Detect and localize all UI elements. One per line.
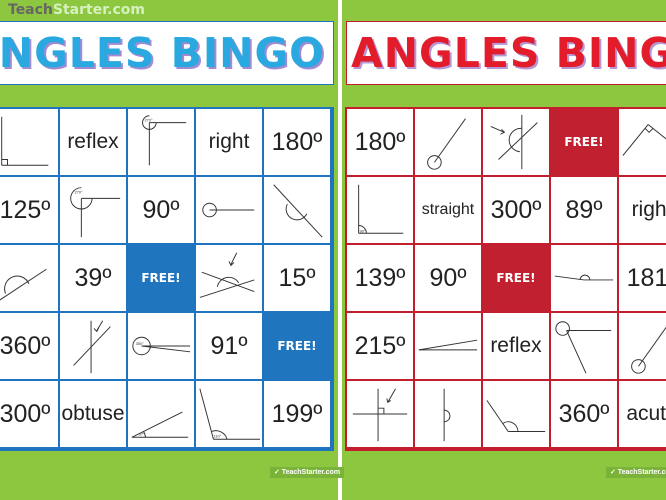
bingo-cell: 90º <box>415 245 483 313</box>
angle-label: 110° <box>213 433 221 438</box>
bingo-cell: 180º <box>264 109 332 177</box>
bingo-cell-diagram <box>264 177 332 245</box>
straight-vertical-icon <box>443 388 451 442</box>
bingo-cell-diagram <box>196 177 264 245</box>
bingo-cell-diagram <box>0 245 60 313</box>
free-space: FREE! <box>128 245 196 313</box>
bingo-cell: 89º <box>551 177 619 245</box>
bingo-cell: right <box>619 177 666 245</box>
circle-line-diagonal-icon <box>427 118 466 170</box>
acute-37-icon: 37° <box>131 411 189 438</box>
bingo-cell-diagram <box>483 381 551 449</box>
acute-thin-icon <box>418 339 478 351</box>
bingo-cell-diagram: 350° <box>128 313 196 381</box>
crossing-arrow-icon <box>199 252 255 298</box>
bingo-cell-diagram <box>0 109 60 177</box>
bingo-cell: 91º <box>196 313 264 381</box>
bingo-cell: acute <box>619 381 666 449</box>
bingo-cell: 215º <box>347 313 415 381</box>
teachstarter-logo: ✓ TeachStarter.com <box>270 467 345 478</box>
bingo-cell-diagram: 90° <box>347 177 415 245</box>
bingo-cell: 39º <box>60 245 128 313</box>
bingo-cell-diagram <box>415 109 483 177</box>
bingo-cell-diagram <box>415 313 483 381</box>
card-title-blue: ANGLES BINGO <box>0 21 334 85</box>
crossing-arrow-acute-icon <box>73 320 111 374</box>
watermark-part: Starter.com <box>52 2 145 18</box>
watermark: TeachStarter.com <box>8 2 145 18</box>
obtuse-plain-icon <box>486 400 546 432</box>
bingo-grid-blue: reflex 270° right 180º 125º 270° 90º 39º FREE! 15… <box>0 107 334 451</box>
title-text: ANGLES BINGO <box>351 29 666 77</box>
reflex-350-icon: 350° <box>132 336 191 356</box>
bingo-grid-red: 180ºFREE!90°straight300º89ºright139º90ºF… <box>345 107 666 451</box>
angle-label: 37° <box>139 431 145 436</box>
card-divider <box>338 0 342 500</box>
obtuse-diagonal-icon <box>273 184 323 238</box>
reflex-circle-icon <box>555 321 612 374</box>
free-space: FREE! <box>551 109 619 177</box>
angle-label: 350° <box>136 341 144 346</box>
bingo-cell-diagram: 270° <box>128 109 196 177</box>
bingo-cell-diagram: 110° <box>196 381 264 449</box>
right-angle-small-icon: 90° <box>358 184 404 234</box>
circle-line-diagonal-icon <box>631 326 666 374</box>
bingo-cell-diagram <box>619 109 666 177</box>
angle-label: 270° <box>145 118 153 123</box>
circle-line-icon <box>202 202 255 218</box>
bingo-cell: 90º <box>128 177 196 245</box>
bingo-cell: 360º <box>0 313 60 381</box>
straight-arc-icon <box>554 274 614 281</box>
bingo-cell: 139º <box>347 245 415 313</box>
bingo-cell: 125º <box>0 177 60 245</box>
reflex-corner-icon: 270° <box>142 115 187 166</box>
bingo-cell-diagram <box>483 109 551 177</box>
bingo-cell: 181º <box>619 245 666 313</box>
bingo-cell: right <box>196 109 264 177</box>
free-space: FREE! <box>264 313 332 381</box>
bingo-cell: obtuse <box>60 381 128 449</box>
card-title-red: ANGLES BINGO <box>346 21 666 85</box>
teachstarter-logo: ✓ TeachStarter.com <box>606 467 666 478</box>
angle-label: 90° <box>360 228 366 233</box>
obtuse-arc-line-icon <box>0 268 47 301</box>
right-angle-corner-icon <box>1 116 49 166</box>
bingo-cell: 360º <box>551 381 619 449</box>
right-angle-peak-icon <box>622 124 666 156</box>
bingo-cell-diagram: 37° <box>128 381 196 449</box>
obtuse-110-icon: 110° <box>199 388 261 440</box>
bingo-cell: 180º <box>347 109 415 177</box>
crossing-arrow-arc-icon <box>490 114 538 170</box>
bingo-cell: 300º <box>483 177 551 245</box>
bingo-cell-diagram <box>196 245 264 313</box>
angle-label: 270° <box>75 190 83 195</box>
bingo-cell: 15º <box>264 245 332 313</box>
watermark-part: Teach <box>8 2 53 18</box>
free-space: FREE! <box>483 245 551 313</box>
bingo-cell: reflex <box>483 313 551 381</box>
bingo-cell-diagram <box>619 313 666 381</box>
title-text: ANGLES BINGO <box>0 29 325 77</box>
bingo-cell: 199º <box>264 381 332 449</box>
perpendicular-arrow-icon <box>352 388 408 442</box>
bingo-cell-diagram <box>60 313 128 381</box>
bingo-cell-diagram <box>551 313 619 381</box>
bingo-cell-diagram: 270° <box>60 177 128 245</box>
bingo-cell: 300º <box>0 381 60 449</box>
bingo-cell-diagram <box>551 245 619 313</box>
bingo-cell: reflex <box>60 109 128 177</box>
bingo-cell: straight <box>415 177 483 245</box>
bingo-cell-diagram <box>347 381 415 449</box>
bingo-cell-diagram <box>415 381 483 449</box>
reflex-corner-2-icon: 270° <box>70 187 121 238</box>
